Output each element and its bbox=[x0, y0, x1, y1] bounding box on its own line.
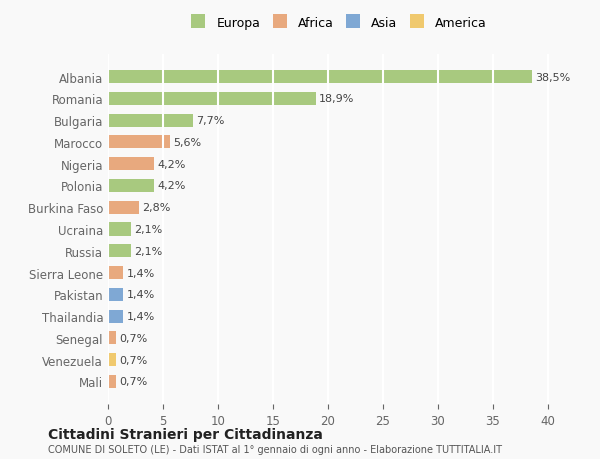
Bar bbox=[108, 288, 124, 301]
Bar bbox=[108, 266, 124, 280]
Bar bbox=[108, 114, 193, 128]
Text: 0,7%: 0,7% bbox=[119, 376, 147, 386]
Bar bbox=[108, 245, 131, 258]
Bar bbox=[108, 375, 116, 388]
Text: 38,5%: 38,5% bbox=[535, 73, 570, 83]
Text: 2,1%: 2,1% bbox=[134, 246, 163, 256]
Text: COMUNE DI SOLETO (LE) - Dati ISTAT al 1° gennaio di ogni anno - Elaborazione TUT: COMUNE DI SOLETO (LE) - Dati ISTAT al 1°… bbox=[48, 444, 502, 454]
Bar bbox=[108, 331, 116, 345]
Bar bbox=[108, 179, 154, 193]
Legend: Europa, Africa, Asia, America: Europa, Africa, Asia, America bbox=[191, 16, 487, 29]
Bar bbox=[108, 136, 170, 149]
Text: 2,8%: 2,8% bbox=[142, 203, 170, 213]
Bar bbox=[108, 201, 139, 214]
Bar bbox=[108, 353, 116, 366]
Text: 4,2%: 4,2% bbox=[157, 159, 186, 169]
Text: 1,4%: 1,4% bbox=[127, 311, 155, 321]
Text: 1,4%: 1,4% bbox=[127, 290, 155, 300]
Text: 1,4%: 1,4% bbox=[127, 268, 155, 278]
Bar bbox=[108, 158, 154, 171]
Bar bbox=[108, 223, 131, 236]
Bar bbox=[108, 310, 124, 323]
Text: 0,7%: 0,7% bbox=[119, 333, 147, 343]
Text: 2,1%: 2,1% bbox=[134, 224, 163, 235]
Text: 7,7%: 7,7% bbox=[196, 116, 224, 126]
Text: 0,7%: 0,7% bbox=[119, 355, 147, 365]
Bar bbox=[108, 93, 316, 106]
Bar bbox=[108, 71, 532, 84]
Text: 5,6%: 5,6% bbox=[173, 138, 201, 148]
Text: 18,9%: 18,9% bbox=[319, 94, 355, 104]
Text: 4,2%: 4,2% bbox=[157, 181, 186, 191]
Text: Cittadini Stranieri per Cittadinanza: Cittadini Stranieri per Cittadinanza bbox=[48, 427, 323, 441]
